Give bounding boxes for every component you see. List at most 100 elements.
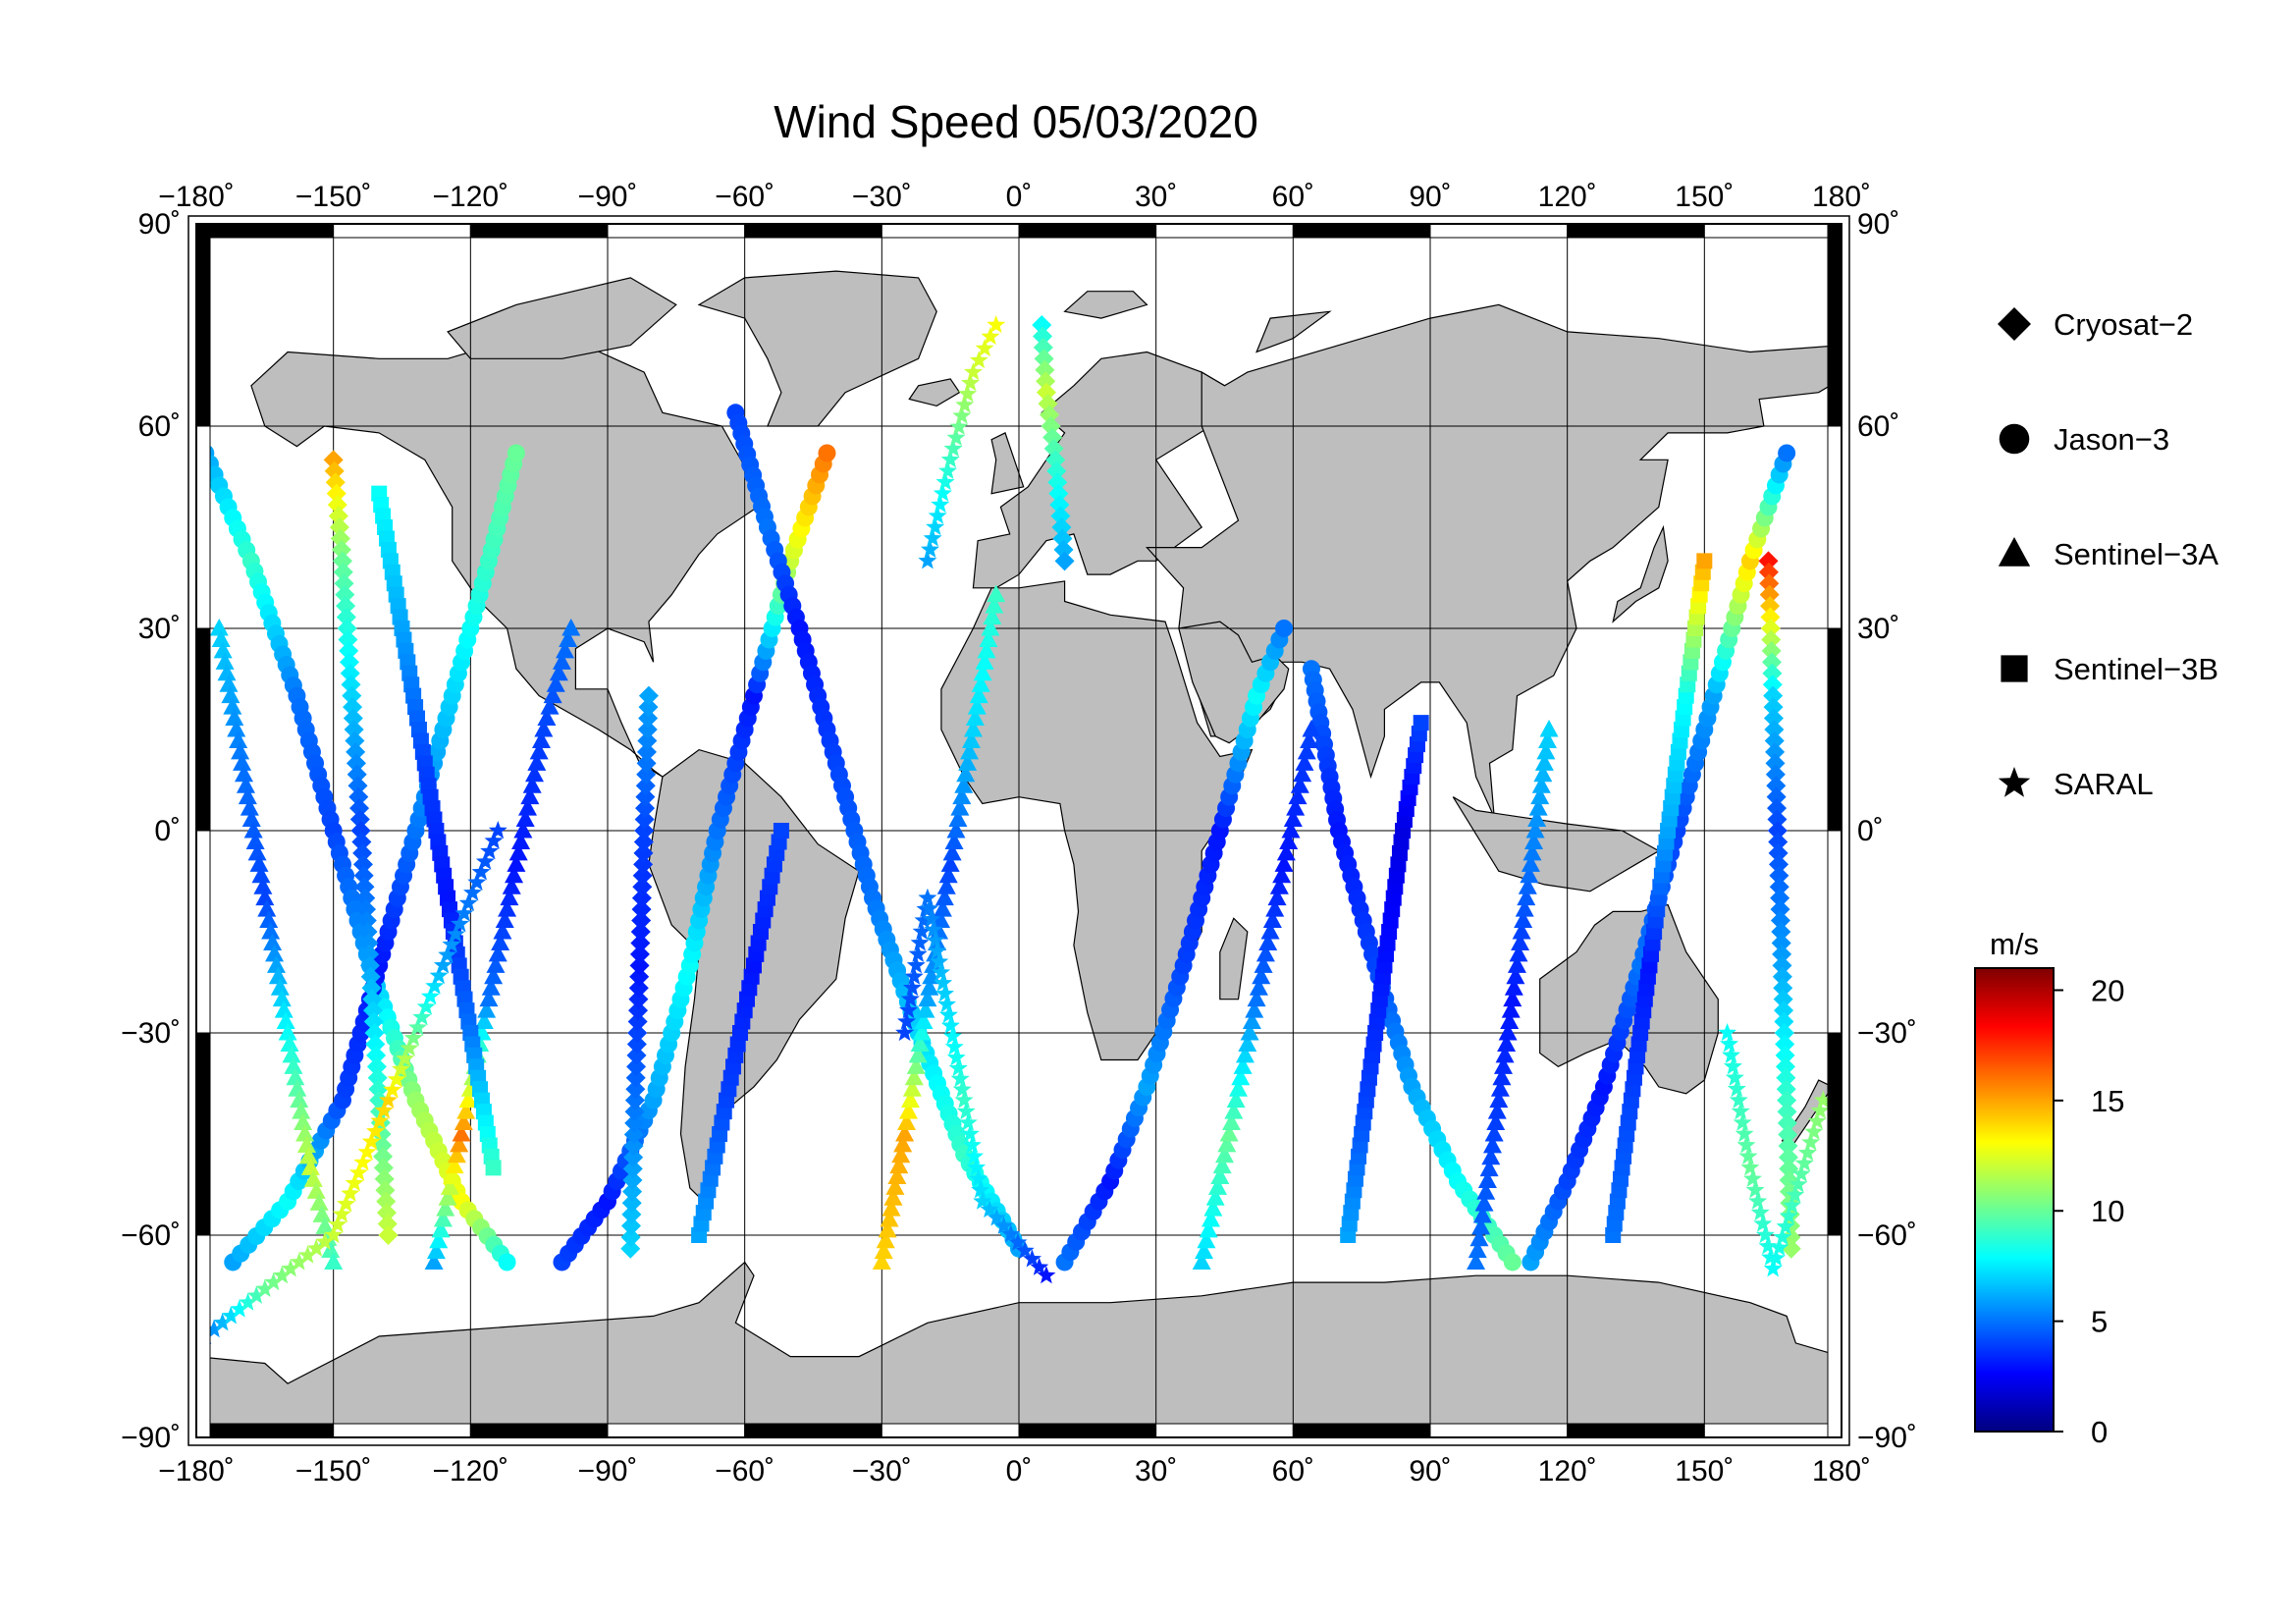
track-marker [1740, 1158, 1760, 1176]
track-marker [204, 1320, 224, 1338]
track-marker [429, 1230, 449, 1249]
lon-tick-label-bottom: 180˚ [1812, 1455, 1871, 1488]
track-marker [1008, 1232, 1028, 1251]
top-frame-band [1429, 223, 1569, 239]
track-15 [1467, 720, 1559, 1270]
track-marker [348, 1163, 368, 1181]
track-marker [1493, 1056, 1513, 1074]
track-marker [1518, 877, 1537, 894]
track-marker [303, 1169, 323, 1187]
track-marker [1288, 786, 1308, 805]
track-marker [623, 1124, 644, 1145]
colorbar-bar [1974, 967, 2055, 1433]
track-marker [1509, 944, 1528, 962]
bottom-frame-band [607, 1423, 746, 1438]
track-marker [942, 1026, 962, 1045]
track-marker [1197, 1230, 1216, 1249]
track-marker [431, 1219, 451, 1238]
track-marker [1998, 767, 2031, 797]
track-marker [1512, 922, 1531, 940]
legend-item-diamond: Cryosat−2 [1998, 307, 2193, 342]
track-marker [1762, 675, 1783, 695]
track-marker [1760, 619, 1781, 638]
track-marker [546, 675, 565, 692]
track-marker [625, 1067, 646, 1088]
track-marker [987, 584, 1006, 603]
track-marker [1773, 989, 1793, 1009]
track-marker [292, 1102, 311, 1119]
track-marker [1286, 798, 1306, 816]
track-marker [638, 685, 659, 706]
lon-tick-label-bottom: −30˚ [852, 1455, 912, 1488]
track-marker [209, 619, 229, 636]
track-marker [920, 978, 939, 996]
track-marker [632, 877, 653, 897]
track-11 [209, 619, 344, 1270]
track-marker [935, 984, 954, 1002]
track-marker [378, 1225, 399, 1245]
track-marker [1275, 620, 1294, 637]
track-marker [1052, 528, 1073, 549]
track-marker [1471, 1217, 1491, 1235]
track-marker [897, 1011, 917, 1030]
track-marker [359, 944, 380, 964]
legend-label: Sentinel−3B [2054, 652, 2218, 686]
track-marker [1777, 1102, 1797, 1122]
track-marker [1768, 842, 1789, 863]
track-marker [1484, 1124, 1504, 1142]
track-marker [1774, 1011, 1794, 1032]
track-marker [251, 865, 271, 884]
track-marker [631, 899, 652, 920]
track-marker [948, 809, 968, 828]
track-marker [1507, 955, 1526, 973]
track-marker [1477, 1170, 1497, 1188]
track-marker [298, 1245, 317, 1264]
lon-tick-label-top: 150˚ [1675, 181, 1734, 213]
track-marker [1215, 1145, 1234, 1163]
track-marker [529, 741, 549, 760]
track-marker [969, 351, 988, 369]
track-marker [231, 741, 250, 760]
legend-label: Cryosat−2 [2054, 307, 2193, 342]
track-marker [1743, 1168, 1762, 1187]
track-marker [549, 663, 568, 681]
track-marker [484, 831, 504, 849]
bottom-frame-band [881, 1423, 1020, 1438]
track-21 [918, 315, 1006, 569]
legend-item-square: Sentinel−3B [2001, 652, 2218, 686]
track-marker [333, 562, 353, 582]
track-marker [495, 910, 514, 929]
track-marker [1247, 989, 1266, 1007]
track-marker [433, 955, 453, 974]
track-17 [691, 823, 789, 1243]
satellite-tracks [195, 315, 1833, 1345]
track-marker [1205, 1188, 1225, 1206]
track-marker [954, 776, 974, 793]
track-marker [930, 951, 949, 970]
track-marker [1276, 842, 1296, 861]
track-marker [358, 933, 379, 953]
track-marker [1195, 1241, 1214, 1260]
lon-tick-label-bottom: 150˚ [1675, 1455, 1734, 1488]
track-marker [1536, 741, 1556, 760]
track-marker [934, 973, 953, 992]
track-marker [908, 1045, 928, 1063]
track-marker [1767, 821, 1788, 840]
track-marker [1533, 764, 1553, 783]
track-marker [1760, 607, 1781, 627]
track-marker [635, 798, 656, 819]
track-marker [1777, 1090, 1797, 1110]
track-marker [1750, 1203, 1770, 1221]
track-marker [1504, 978, 1523, 996]
track-marker [246, 1285, 266, 1304]
track-marker [416, 997, 436, 1015]
track-marker [433, 1209, 453, 1227]
track-1 [224, 444, 525, 1271]
track-marker [920, 898, 939, 917]
track-marker [630, 933, 651, 953]
track-marker [362, 989, 383, 1009]
track-marker [938, 460, 958, 479]
track-marker [1295, 753, 1314, 771]
track-marker [315, 1217, 335, 1234]
track-marker [1764, 730, 1785, 751]
